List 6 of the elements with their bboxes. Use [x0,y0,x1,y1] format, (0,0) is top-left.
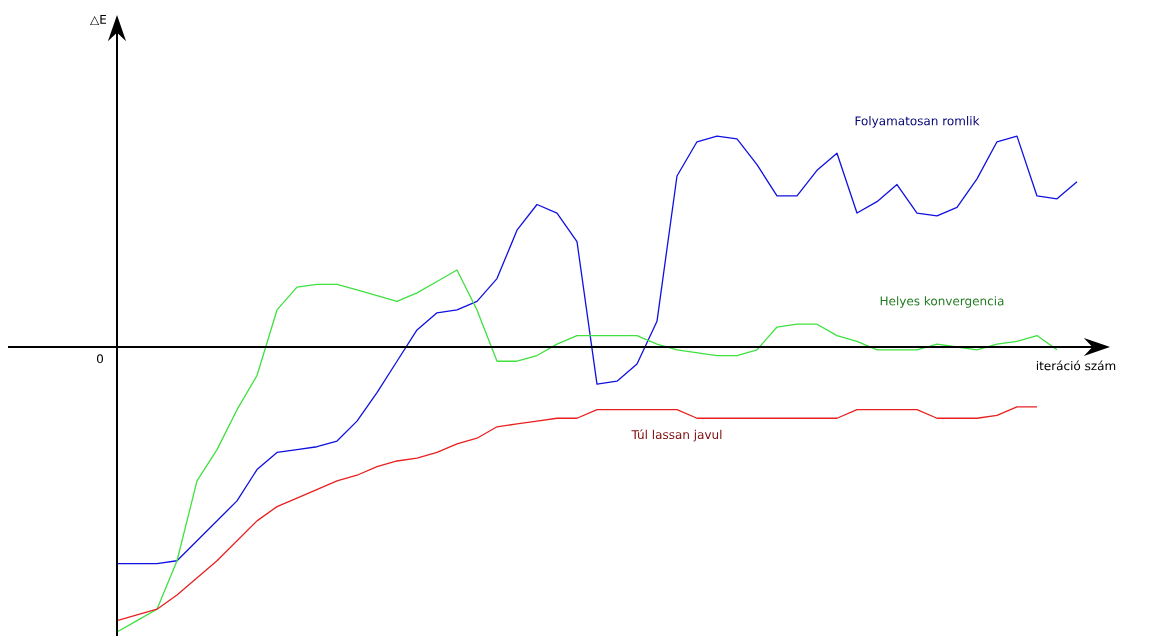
text: 0 [96,354,104,364]
series-label: Folyamatosan romlik [855,116,980,128]
text: Helyes konvergencia [880,296,1004,308]
text: △E [90,14,107,26]
x-axis-title: iteráció szám [1036,360,1116,371]
series-label: Túl lassan javul [631,429,722,442]
